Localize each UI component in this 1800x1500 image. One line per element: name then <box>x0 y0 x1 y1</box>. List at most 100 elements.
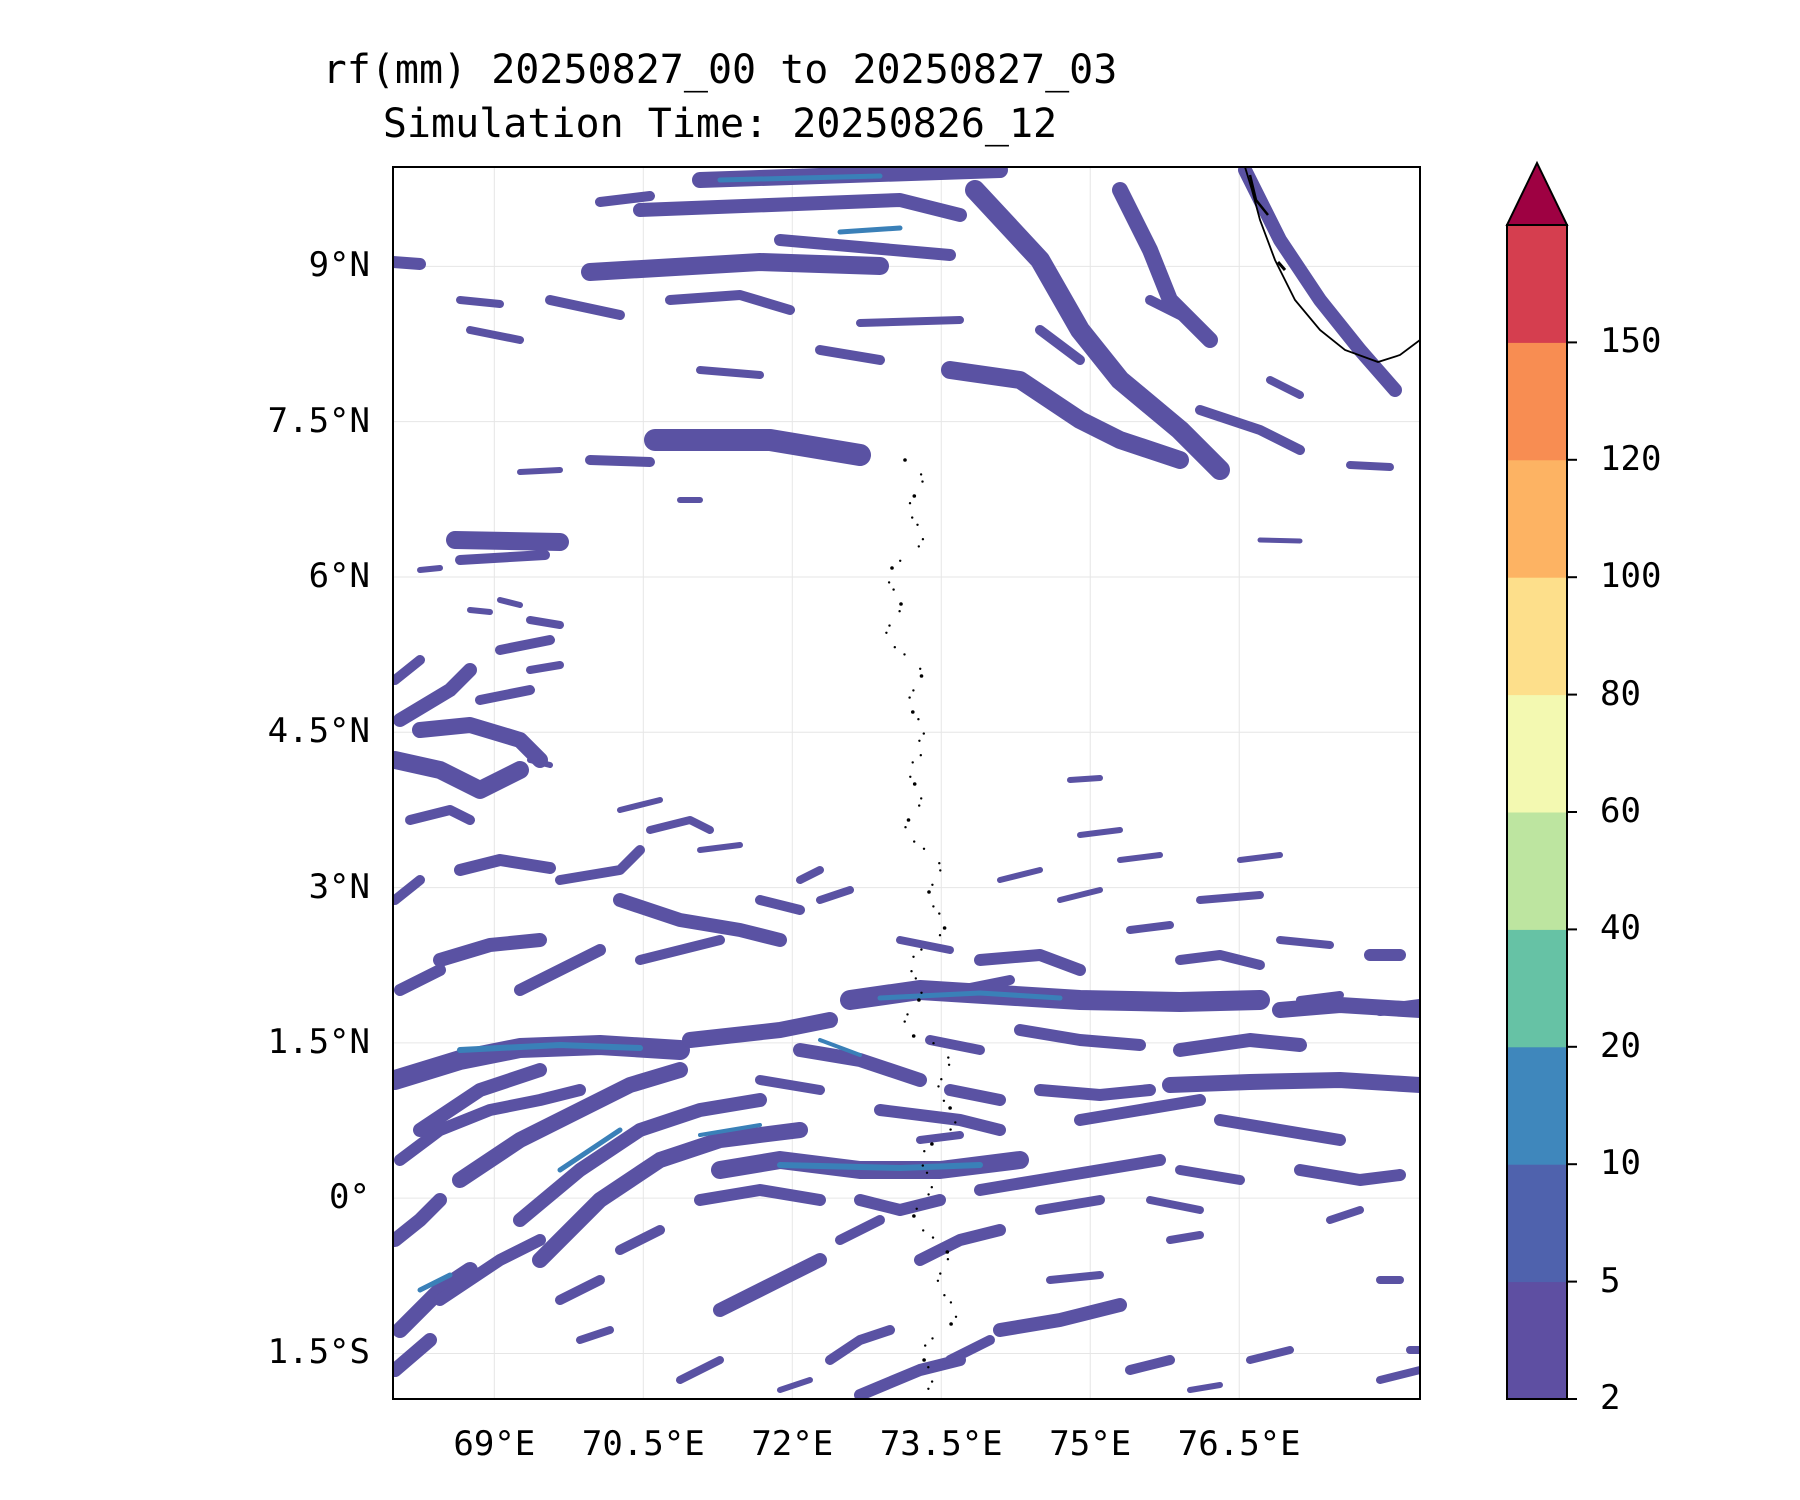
lat-tick-label-1: 7.5°N <box>267 400 370 441</box>
atoll-dot <box>917 998 921 1002</box>
colorbar-label-9: 150 <box>1600 321 1662 362</box>
atoll-dot <box>912 1409 914 1411</box>
atoll-dot <box>920 948 923 951</box>
colorbar-segment-8 <box>1507 342 1567 461</box>
atoll-dot <box>912 782 917 786</box>
atoll-dot <box>931 883 934 886</box>
colorbar-segment-7 <box>1507 459 1567 578</box>
lat-tick-label-3: 4.5°N <box>267 711 370 752</box>
atoll-dot <box>888 624 891 627</box>
atoll-dot <box>912 955 915 958</box>
lat-tick-label-0: 9°N <box>308 245 370 286</box>
atoll-dot <box>949 1301 953 1304</box>
atoll-dot <box>937 1085 940 1088</box>
colorbar-segment-6 <box>1507 577 1567 696</box>
atoll-dot <box>939 869 942 872</box>
lat-tick-label-5: 1.5°N <box>267 1021 370 1062</box>
colorbar <box>1505 160 1577 1400</box>
atoll-dot <box>911 710 915 714</box>
atoll-dot <box>925 1171 929 1175</box>
atoll-dot <box>954 1121 957 1124</box>
atoll-dot <box>954 1315 958 1319</box>
atoll-dot <box>938 912 941 915</box>
atoll-dot <box>915 1207 918 1211</box>
colorbar-segment-4 <box>1507 812 1567 930</box>
atoll-dot <box>930 1142 934 1146</box>
rainfall-heavier-cores <box>417 173 1063 1293</box>
atoll-dot <box>918 804 921 807</box>
atoll-dot <box>903 1020 906 1023</box>
atoll-dot <box>909 775 912 778</box>
atoll-dot <box>903 458 907 462</box>
atoll-dot <box>946 1258 950 1261</box>
atoll-dot <box>906 1013 909 1016</box>
atoll-dot <box>911 761 914 764</box>
atoll-dot <box>943 1294 946 1297</box>
lat-tick-label-7: 1.5°S <box>267 1332 370 1373</box>
coastline <box>1244 167 1420 363</box>
atoll-dot <box>947 1056 950 1059</box>
colorbar-label-8: 120 <box>1600 438 1662 479</box>
atoll-dot <box>938 934 942 937</box>
atoll-dot <box>893 646 896 649</box>
atoll-dot <box>911 1034 916 1038</box>
colorbar-segment-9 <box>1507 225 1567 343</box>
atoll-dot <box>899 602 903 606</box>
atoll-dot <box>912 689 915 692</box>
atoll-dot <box>949 1128 952 1131</box>
atoll-dot <box>898 610 901 613</box>
atoll-dot <box>923 1150 926 1153</box>
atoll-dot <box>927 1387 930 1391</box>
map-frame <box>392 166 1421 1400</box>
atoll-dot <box>927 1193 930 1196</box>
atoll-dot <box>921 1164 924 1167</box>
lat-tick-label-6: 0° <box>329 1177 370 1218</box>
atoll-dot <box>919 667 922 670</box>
atoll-dot <box>924 1344 927 1347</box>
atoll-dot <box>903 653 906 656</box>
atoll-dot <box>913 840 916 843</box>
colorbar-label-3: 20 <box>1600 1025 1641 1066</box>
atoll-dot <box>918 739 921 742</box>
atoll-dot <box>930 1186 933 1189</box>
lon-tick-label-5: 76.5°E <box>1177 1424 1301 1464</box>
atoll-dot <box>887 581 891 584</box>
lon-tick-label-4: 75°E <box>1049 1424 1132 1464</box>
atoll-dot <box>948 1106 952 1110</box>
atoll-dot <box>914 977 917 980</box>
atoll-dot <box>922 847 926 850</box>
atoll-dot <box>916 523 919 526</box>
atoll-dot <box>931 1337 934 1340</box>
atoll-dot <box>945 1250 950 1254</box>
atoll-dot <box>936 1279 940 1283</box>
atoll-dot <box>939 1272 942 1275</box>
lon-tick-label-3: 73.5°E <box>879 1424 1003 1464</box>
atoll-dot <box>917 718 920 721</box>
atoll-dot <box>931 1236 935 1239</box>
colorbar-segment-2 <box>1507 1046 1567 1165</box>
atoll-dot <box>922 1229 925 1232</box>
atoll-dot <box>942 926 947 930</box>
atoll-dot <box>904 826 907 829</box>
atoll-dot <box>949 1322 953 1326</box>
lat-tick-label-2: 6°N <box>308 555 370 596</box>
atoll-dot <box>919 754 922 757</box>
colorbar-extend-triangle <box>1505 160 1569 226</box>
colorbar-label-6: 80 <box>1600 673 1641 714</box>
colorbar-label-1: 5 <box>1600 1260 1621 1301</box>
maldives-atolls <box>885 458 958 1411</box>
atoll-dot <box>917 545 920 548</box>
atoll-dot <box>908 502 912 505</box>
atoll-dot <box>899 559 902 562</box>
atoll-dot <box>927 890 931 894</box>
atoll-dot <box>922 732 925 735</box>
atoll-dot <box>915 1402 917 1404</box>
atoll-dot <box>919 473 923 476</box>
atoll-dot <box>912 494 917 498</box>
atoll-dot <box>940 1078 943 1081</box>
atoll-dot <box>920 991 923 994</box>
rainfall-field <box>393 167 1420 1399</box>
atoll-dot <box>932 1042 935 1045</box>
atoll-dot <box>922 1358 926 1362</box>
atoll-dot <box>947 1063 951 1067</box>
